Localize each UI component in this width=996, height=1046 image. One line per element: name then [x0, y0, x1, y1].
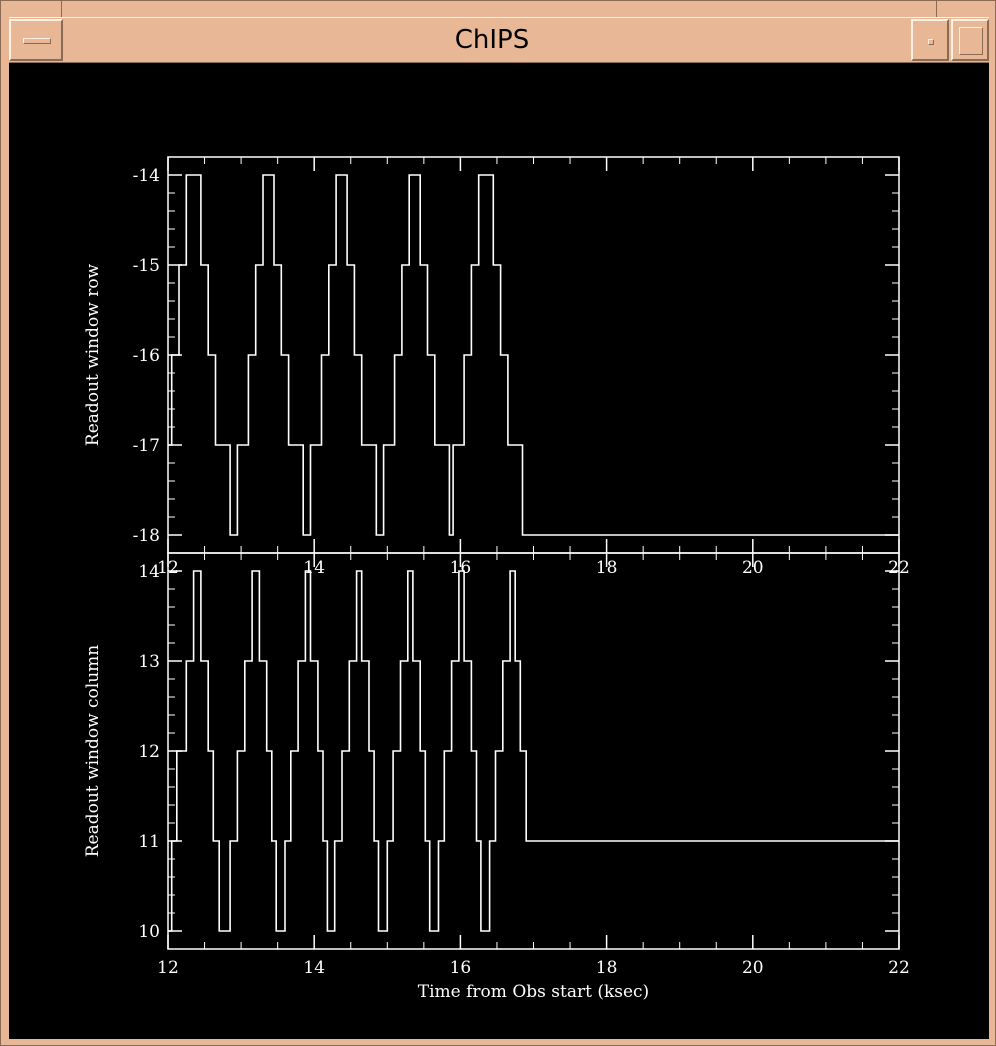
window-frame-divider	[61, 1, 62, 21]
plot-canvas: -14 -15 -16 -17 -18 12 14 16 18 20 22 Readout windo…	[9, 63, 989, 1039]
y-tick-label: 13	[138, 652, 160, 672]
window-menu-icon	[23, 38, 51, 44]
y-tick-label: -15	[133, 256, 160, 276]
plot-frame	[167, 156, 900, 554]
window-frame-divider	[936, 1, 937, 21]
x-tick-label: 12	[157, 958, 179, 978]
x-tick-label: 22	[888, 958, 910, 978]
series-line	[168, 570, 899, 932]
title-bar[interactable]	[9, 17, 989, 63]
x-tick-label: 14	[303, 558, 325, 578]
y-tick-label: -16	[133, 346, 160, 366]
y-axis-label: Readout window row	[83, 263, 103, 446]
maximize-button[interactable]	[951, 19, 989, 61]
x-tick-label: 16	[450, 958, 472, 978]
y-tick-label: 11	[138, 832, 160, 852]
x-tick-label: 20	[742, 958, 764, 978]
x-tick-label: 20	[742, 558, 764, 578]
y-tick-label: 10	[138, 922, 160, 942]
window-menu-button[interactable]	[9, 19, 63, 61]
x-axis-label: Time from Obs start (ksec)	[418, 982, 649, 1002]
x-tick-label: 16	[450, 558, 472, 578]
x-tick-label: 18	[596, 958, 618, 978]
plot-frame	[167, 552, 900, 950]
minimize-icon	[928, 39, 934, 45]
y-axis-label: Readout window column	[83, 645, 103, 858]
x-tick-label: 18	[596, 558, 618, 578]
y-tick-label: 12	[138, 742, 160, 762]
y-tick-label: -14	[133, 166, 160, 186]
y-tick-label: -17	[133, 436, 160, 456]
plot-svg: -14 -15 -16 -17 -18 12 14 16 18 20 22 Readout windo…	[83, 156, 910, 1002]
y-tick-label: -18	[133, 526, 160, 546]
x-tick-label: 14	[303, 958, 325, 978]
y-tick-label: 14	[138, 562, 160, 582]
maximize-icon	[959, 27, 983, 55]
series-line	[168, 174, 899, 536]
minimize-button[interactable]	[911, 19, 949, 61]
window-title: ChIPS	[454, 25, 530, 55]
